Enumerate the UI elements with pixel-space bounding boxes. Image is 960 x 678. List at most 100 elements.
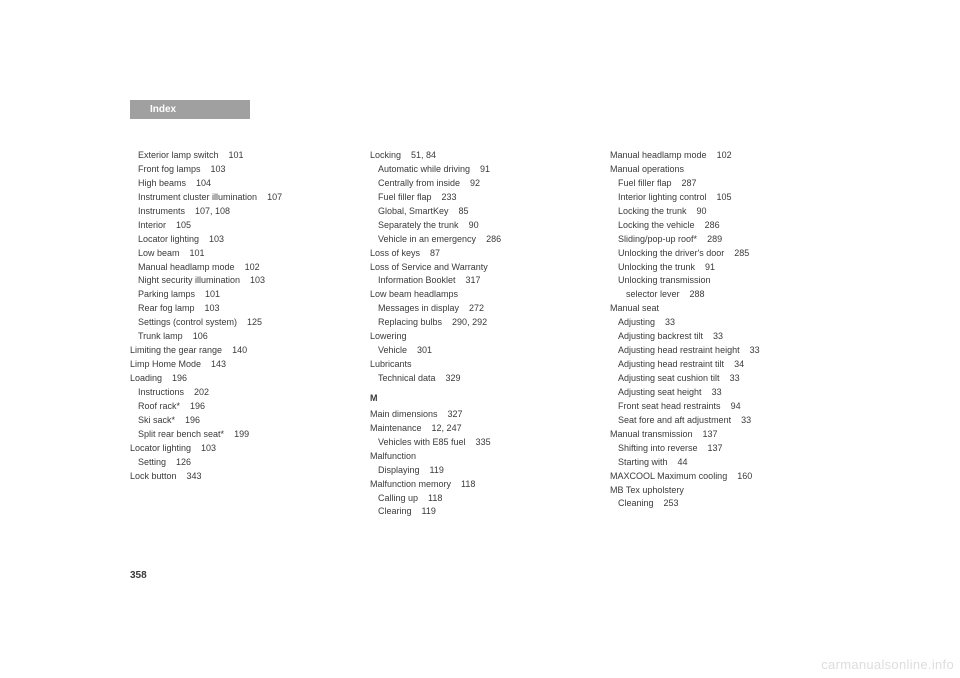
index-entry: Starting with44	[610, 456, 830, 470]
entry-pages: 289	[707, 234, 722, 244]
index-entry: Lock button 343	[130, 470, 350, 484]
page-number: 358	[130, 570, 147, 581]
entry-text: Adjusting head restraint tilt	[618, 359, 724, 369]
index-entry: Messages in display 272	[370, 302, 590, 316]
index-entry: Night security illumination103	[130, 274, 350, 288]
entry-text: Instructions	[138, 387, 184, 397]
entry-pages: 272	[469, 303, 484, 313]
index-entry: Setting126	[130, 456, 350, 470]
index-columns: Exterior lamp switch101Front fog lamps10…	[130, 149, 830, 519]
entry-text: Adjusting backrest tilt	[618, 331, 703, 341]
index-entry: Manual transmission137	[610, 428, 830, 442]
entry-pages: 125	[247, 317, 262, 327]
entry-text: Starting with	[618, 457, 668, 467]
entry-text: Replacing bulbs	[378, 317, 442, 327]
index-entry: Adjusting head restraint tilt34	[610, 358, 830, 372]
entry-text: Loss of Service and Warranty	[370, 262, 488, 272]
entry-text: Seat fore and aft adjustment	[618, 415, 731, 425]
index-entry: Loading196	[130, 372, 350, 386]
entry-text: Unlocking transmission	[618, 275, 711, 285]
entry-text: Global, SmartKey	[378, 206, 449, 216]
entry-pages: 85	[459, 206, 469, 216]
index-entry: MB Tex upholstery	[610, 484, 830, 498]
entry-pages: 107	[267, 192, 282, 202]
index-entry: Calling up118	[370, 492, 590, 506]
entry-text: Night security illumination	[138, 275, 240, 285]
entry-text: Lock button	[130, 471, 177, 481]
entry-pages: 87	[430, 248, 440, 258]
entry-pages: 143	[211, 359, 226, 369]
watermark: carmanualsonline.info	[821, 657, 954, 672]
index-entry: Fuel filler flap287	[610, 177, 830, 191]
index-entry: Manual operations	[610, 163, 830, 177]
entry-text: Locking the vehicle	[618, 220, 695, 230]
entry-pages: 137	[703, 429, 718, 439]
entry-text: Messages in display	[378, 303, 459, 313]
entry-pages: 317	[466, 275, 481, 285]
entry-text: Loss of keys	[370, 248, 420, 258]
entry-text: Clearing	[378, 506, 412, 516]
entry-text: Locator lighting	[130, 443, 191, 453]
index-entry: Roof rack*196	[130, 400, 350, 414]
index-column-3: Manual headlamp mode102Manual operations…	[610, 149, 830, 519]
entry-pages: 33	[750, 345, 760, 355]
index-entry: Separately the trunk90	[370, 219, 590, 233]
entry-pages: 343	[187, 471, 202, 481]
entry-text: Malfunction	[370, 451, 416, 461]
entry-text: Trunk lamp	[138, 331, 183, 341]
entry-text: Locking the trunk	[618, 206, 687, 216]
index-entry: MAXCOOL Maximum cooling160	[610, 470, 830, 484]
index-entry: Locking the vehicle286	[610, 219, 830, 233]
entry-text: Manual headlamp mode	[138, 262, 235, 272]
index-entry: Locking51, 84	[370, 149, 590, 163]
entry-pages: 101	[229, 150, 244, 160]
entry-pages: 33	[665, 317, 675, 327]
index-entry: Cleaning253	[610, 497, 830, 511]
entry-text: Separately the trunk	[378, 220, 459, 230]
entry-pages: 107, 108	[195, 206, 230, 216]
entry-text: Interior lighting control	[618, 192, 707, 202]
index-entry: Lubricants	[370, 358, 590, 372]
index-entry: Global, SmartKey 85	[370, 205, 590, 219]
entry-text: Centrally from inside	[378, 178, 460, 188]
index-entry: Instruments107, 108	[130, 205, 350, 219]
entry-text: Maintenance	[370, 423, 422, 433]
index-entry: Loss of Service and Warranty	[370, 261, 590, 275]
index-entry: Malfunction	[370, 450, 590, 464]
index-header: Index	[130, 100, 250, 119]
entry-text: Calling up	[378, 493, 418, 503]
index-entry: Adjusting head restraint height 33	[610, 344, 830, 358]
index-entry: Rear fog lamp103	[130, 302, 350, 316]
entry-text: Manual operations	[610, 164, 684, 174]
index-entry: Malfunction memory118	[370, 478, 590, 492]
entry-text: Manual headlamp mode	[610, 150, 707, 160]
entry-pages: 103	[211, 164, 226, 174]
index-entry: Clearing119	[370, 505, 590, 519]
index-entry: Split rear bench seat*199	[130, 428, 350, 442]
entry-text: Interior	[138, 220, 166, 230]
index-entry: Main dimensions327	[370, 408, 590, 422]
entry-text: Rear fog lamp	[138, 303, 195, 313]
entry-text: Automatic while driving	[378, 164, 470, 174]
index-entry: Parking lamps101	[130, 288, 350, 302]
index-entry: Front seat head restraints94	[610, 400, 830, 414]
entry-pages: 33	[713, 331, 723, 341]
entry-pages: 196	[172, 373, 187, 383]
index-entry: selector lever288	[610, 288, 830, 302]
entry-text: Ski sack*	[138, 415, 175, 425]
entry-text: MB Tex upholstery	[610, 485, 684, 495]
index-entry: Displaying119	[370, 464, 590, 478]
index-entry: Exterior lamp switch 101	[130, 149, 350, 163]
entry-pages: 287	[682, 178, 697, 188]
entry-text: Adjusting head restraint height	[618, 345, 740, 355]
entry-pages: 91	[480, 164, 490, 174]
entry-pages: 103	[201, 443, 216, 453]
entry-text: Exterior lamp switch	[138, 150, 219, 160]
entry-pages: 94	[731, 401, 741, 411]
index-entry: Unlocking transmission	[610, 274, 830, 288]
entry-text: Low beam	[138, 248, 180, 258]
index-entry: Shifting into reverse137	[610, 442, 830, 456]
entry-text: Vehicle	[378, 345, 407, 355]
index-column-1: Exterior lamp switch101Front fog lamps10…	[130, 149, 350, 519]
index-entry: Maintenance12, 247	[370, 422, 590, 436]
